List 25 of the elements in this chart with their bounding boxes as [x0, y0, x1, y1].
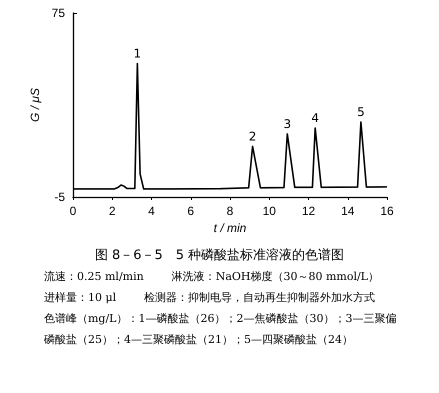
x-tick-label: 12: [302, 204, 316, 218]
x-tick-label: 14: [341, 204, 355, 218]
text: 色谱峰（mg/L）：1—磷酸盐（26）；2—焦磷酸盐（30）；3—三聚偏: [44, 311, 396, 327]
x-tick-label: 10: [262, 204, 276, 218]
annotation: 5: [357, 105, 365, 120]
x-tick-label: 8: [226, 204, 234, 218]
x-tick-label: 6: [187, 204, 194, 218]
text: 进样量：10 μl: [44, 290, 116, 306]
annotation: 4: [311, 111, 319, 125]
text: 图 8－6－5 5 种磷酸盐标准溶液的色谱图: [94, 247, 346, 264]
y-axis-title: G / μS: [28, 88, 42, 122]
text: 磷酸盐（25）；4—三聚磷酸盐（21）；5—四聚磷酸盐（24）: [44, 332, 353, 348]
text: 淋洗液：NaOH梯度（30～80 mmol/L）: [172, 269, 379, 285]
text: 检测器：抑制电导，自动再生抑制器外加水方式: [144, 290, 376, 306]
annotation: 1: [134, 46, 142, 61]
annotation: 2: [248, 129, 256, 144]
x-tick-label: 0: [70, 204, 77, 218]
y-tick-label: 75: [52, 6, 66, 20]
x-tick-label: 2: [108, 204, 116, 218]
annotation: 3: [283, 116, 292, 131]
y-tick-label: -5: [54, 190, 66, 204]
x-axis-title: t / min: [214, 220, 247, 235]
x-tick-label: 16: [380, 204, 394, 218]
x-tick-label: 4: [148, 204, 156, 218]
text: 流速：0.25 ml/min: [44, 269, 144, 285]
